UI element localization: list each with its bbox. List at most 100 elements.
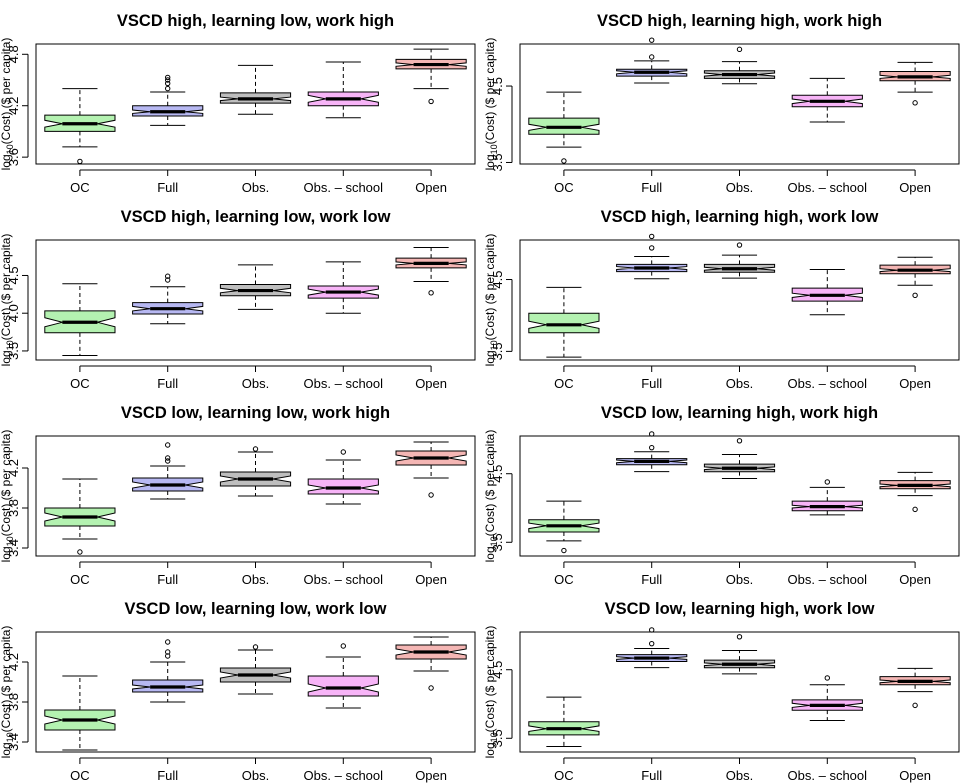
box-obs <box>219 446 292 497</box>
x-tick-label: Obs. – school <box>304 180 384 195</box>
y-axis-label: log10(Cost) ($ per capita) <box>0 38 15 171</box>
y-tick-label: 4.2 <box>6 653 21 671</box>
plot-frame <box>519 631 960 753</box>
panel-title: VSCD high, learning low, work high <box>117 12 394 30</box>
y-label-suffix: (Cost) ($ per capita) <box>483 430 497 537</box>
x-tick-label: Full <box>641 180 662 195</box>
x-tick-label: Obs. <box>242 572 269 587</box>
x-tick-label: Obs. <box>726 768 753 783</box>
x-tick-label: Obs. – school <box>788 768 868 783</box>
panel-title: VSCD low, learning high, work low <box>605 600 875 618</box>
box-obs-school <box>307 261 379 314</box>
y-tick-label: 3.5 <box>490 342 505 360</box>
x-tick-label: OC <box>554 572 574 587</box>
y-label-subscript: 10 <box>489 732 499 742</box>
box-oc <box>44 283 116 356</box>
x-tick-label: Open <box>899 572 931 587</box>
y-axis-label: log10(Cost) ($ per capita) <box>0 626 15 759</box>
box-obs-school <box>307 449 379 505</box>
x-tick-label: Full <box>641 572 662 587</box>
outlier-point <box>649 640 655 647</box>
y-label-suffix: (Cost) ($ per capita) <box>483 234 497 341</box>
x-tick-label: Full <box>157 768 178 783</box>
outlier-point <box>649 444 655 451</box>
x-tick-label: OC <box>554 376 574 391</box>
outlier-point <box>649 233 655 240</box>
outlier-point <box>165 277 171 283</box>
y-axis-label: log10(Cost) ($ per capita) <box>0 430 15 563</box>
box-full <box>616 627 688 669</box>
box-obs-school <box>307 61 379 119</box>
x-tick-label: Obs. <box>726 572 753 587</box>
box-obs <box>219 64 292 115</box>
outlier-point <box>165 639 171 645</box>
plot-frame <box>35 631 476 753</box>
box-open <box>395 48 467 105</box>
box-oc <box>528 500 600 554</box>
x-tick-label: Open <box>415 768 447 783</box>
outlier-point <box>77 158 83 165</box>
panel-4: VSCD high, learning high, work low 3.5 4.5… <box>483 208 960 391</box>
x-tick-label: Obs. – school <box>304 768 384 783</box>
outlier-point <box>165 458 171 464</box>
x-tick-label: OC <box>70 180 90 195</box>
y-tick-label: 3.5 <box>490 729 505 747</box>
x-tick-label: Full <box>641 768 662 783</box>
box-full <box>132 442 204 500</box>
outlier-point <box>165 273 171 279</box>
notched-box <box>528 312 600 334</box>
x-tick-label: Open <box>899 180 931 195</box>
panel-title: VSCD low, learning low, work low <box>125 600 387 618</box>
y-label-subscript: 10 <box>489 340 499 350</box>
y-tick-label: 4.2 <box>6 97 21 115</box>
y-label-suffix: (Cost) ($ per capita) <box>0 234 13 341</box>
y-label-prefix: log <box>0 350 13 366</box>
outlier-point <box>561 158 567 164</box>
box-oc <box>44 675 116 751</box>
panel-title: VSCD high, learning high, work high <box>597 12 882 30</box>
x-tick-label: Full <box>157 376 178 391</box>
y-label-subscript: 10 <box>5 732 15 742</box>
plot-frame <box>519 43 960 165</box>
y-tick-label: 4.5 <box>490 661 505 679</box>
box-obs-school <box>791 479 863 516</box>
box-oc <box>44 88 116 165</box>
panel-title: VSCD low, learning high, work high <box>601 404 878 422</box>
y-label-suffix: (Cost) ($ per capita) <box>0 626 13 733</box>
outlier-point <box>649 245 655 251</box>
panel-title: VSCD low, learning low, work high <box>121 404 390 422</box>
y-label-suffix: (Cost) ($ per capita) <box>483 626 497 733</box>
y-label-subscript: 10 <box>489 144 499 154</box>
x-tick-label: Obs. – school <box>788 376 868 391</box>
outlier-point <box>165 80 171 87</box>
panel-7: VSCD low, learning low, work low 3.4 3.8 4.… <box>0 600 476 783</box>
box-oc <box>528 286 600 358</box>
x-tick-label: Open <box>899 768 931 783</box>
box-open <box>879 471 951 513</box>
y-label-prefix: log <box>483 350 497 366</box>
box-full <box>132 74 204 126</box>
outlier-point <box>649 37 655 43</box>
outlier-point <box>165 442 171 448</box>
outlier-point <box>649 431 655 437</box>
y-tick-label: 3.4 <box>6 539 21 557</box>
y-tick-label: 4.8 <box>6 45 21 63</box>
x-tick-label: Full <box>641 376 662 391</box>
box-open <box>395 247 467 296</box>
plot-frame <box>35 239 476 361</box>
y-label-prefix: log <box>483 546 497 562</box>
outlier-point <box>912 702 918 709</box>
plot-frame <box>519 239 960 361</box>
box-full <box>616 37 688 84</box>
box-obs <box>703 242 776 279</box>
notched-box <box>307 675 379 697</box>
outlier-point <box>912 100 918 106</box>
y-tick-label: 4.5 <box>490 270 505 288</box>
box-open <box>879 667 951 709</box>
x-tick-label: Obs. <box>242 180 269 195</box>
outlier-point <box>165 455 171 461</box>
outlier-point <box>340 449 346 455</box>
y-label-subscript: 10 <box>5 536 15 546</box>
y-tick-label: 3.5 <box>6 342 21 360</box>
